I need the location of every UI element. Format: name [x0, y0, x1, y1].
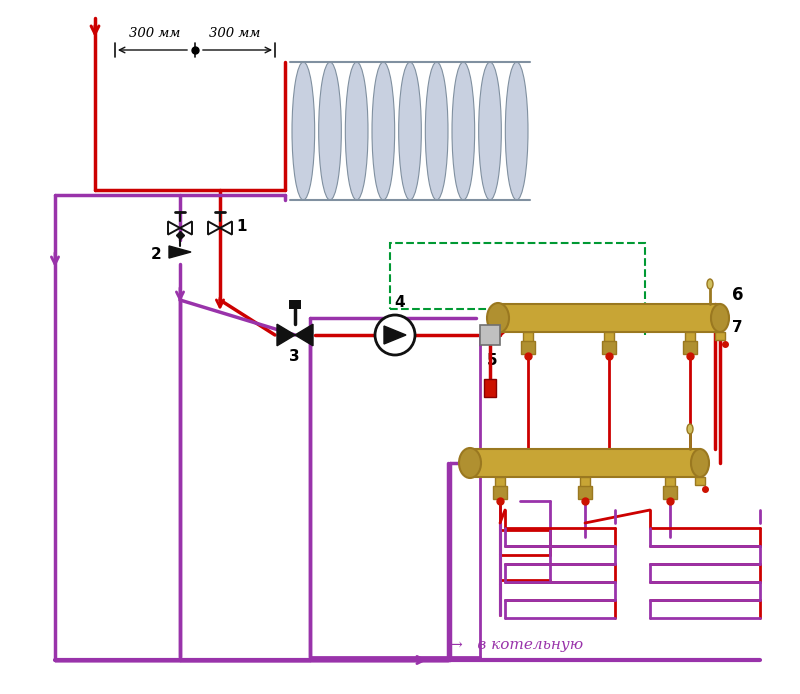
Bar — [663, 486, 677, 499]
Ellipse shape — [691, 449, 709, 477]
Circle shape — [375, 315, 415, 355]
Text: 2: 2 — [151, 246, 162, 262]
Ellipse shape — [478, 62, 502, 200]
Polygon shape — [295, 324, 313, 346]
Ellipse shape — [398, 62, 422, 200]
Polygon shape — [384, 326, 406, 344]
Ellipse shape — [372, 62, 394, 200]
Bar — [289, 300, 301, 309]
Polygon shape — [169, 246, 191, 258]
Bar — [580, 477, 590, 487]
Ellipse shape — [711, 304, 729, 332]
Ellipse shape — [707, 279, 713, 289]
Polygon shape — [220, 221, 232, 235]
Bar — [484, 379, 496, 397]
Ellipse shape — [292, 62, 314, 200]
Text: →   в котельную: → в котельную — [450, 638, 583, 652]
Ellipse shape — [459, 448, 481, 478]
Bar — [480, 325, 500, 345]
Bar — [523, 332, 533, 342]
Bar — [470, 449, 700, 477]
Bar — [685, 332, 695, 342]
Text: 7: 7 — [732, 320, 742, 335]
Bar — [683, 341, 697, 354]
Ellipse shape — [452, 62, 474, 200]
Text: 6: 6 — [732, 286, 743, 304]
Bar — [495, 477, 505, 487]
Bar — [390, 243, 645, 309]
Text: 3: 3 — [289, 349, 300, 364]
Bar — [715, 332, 725, 340]
Text: 1: 1 — [236, 219, 246, 233]
Bar — [695, 477, 705, 485]
Ellipse shape — [487, 303, 509, 333]
Text: 5: 5 — [486, 353, 498, 368]
Bar — [604, 332, 614, 342]
Polygon shape — [208, 221, 220, 235]
Text: 300 мм: 300 мм — [210, 27, 261, 40]
Polygon shape — [168, 221, 180, 235]
Bar — [498, 304, 720, 332]
Polygon shape — [180, 221, 192, 235]
Bar — [521, 341, 535, 354]
Text: 300 мм: 300 мм — [130, 27, 181, 40]
Ellipse shape — [687, 424, 693, 434]
Bar — [493, 486, 507, 499]
Ellipse shape — [346, 62, 368, 200]
Bar — [578, 486, 592, 499]
Polygon shape — [277, 324, 295, 346]
Ellipse shape — [506, 62, 528, 200]
Bar — [665, 477, 675, 487]
Bar — [602, 341, 616, 354]
Ellipse shape — [318, 62, 342, 200]
Ellipse shape — [426, 62, 448, 200]
Text: 4: 4 — [394, 295, 406, 310]
